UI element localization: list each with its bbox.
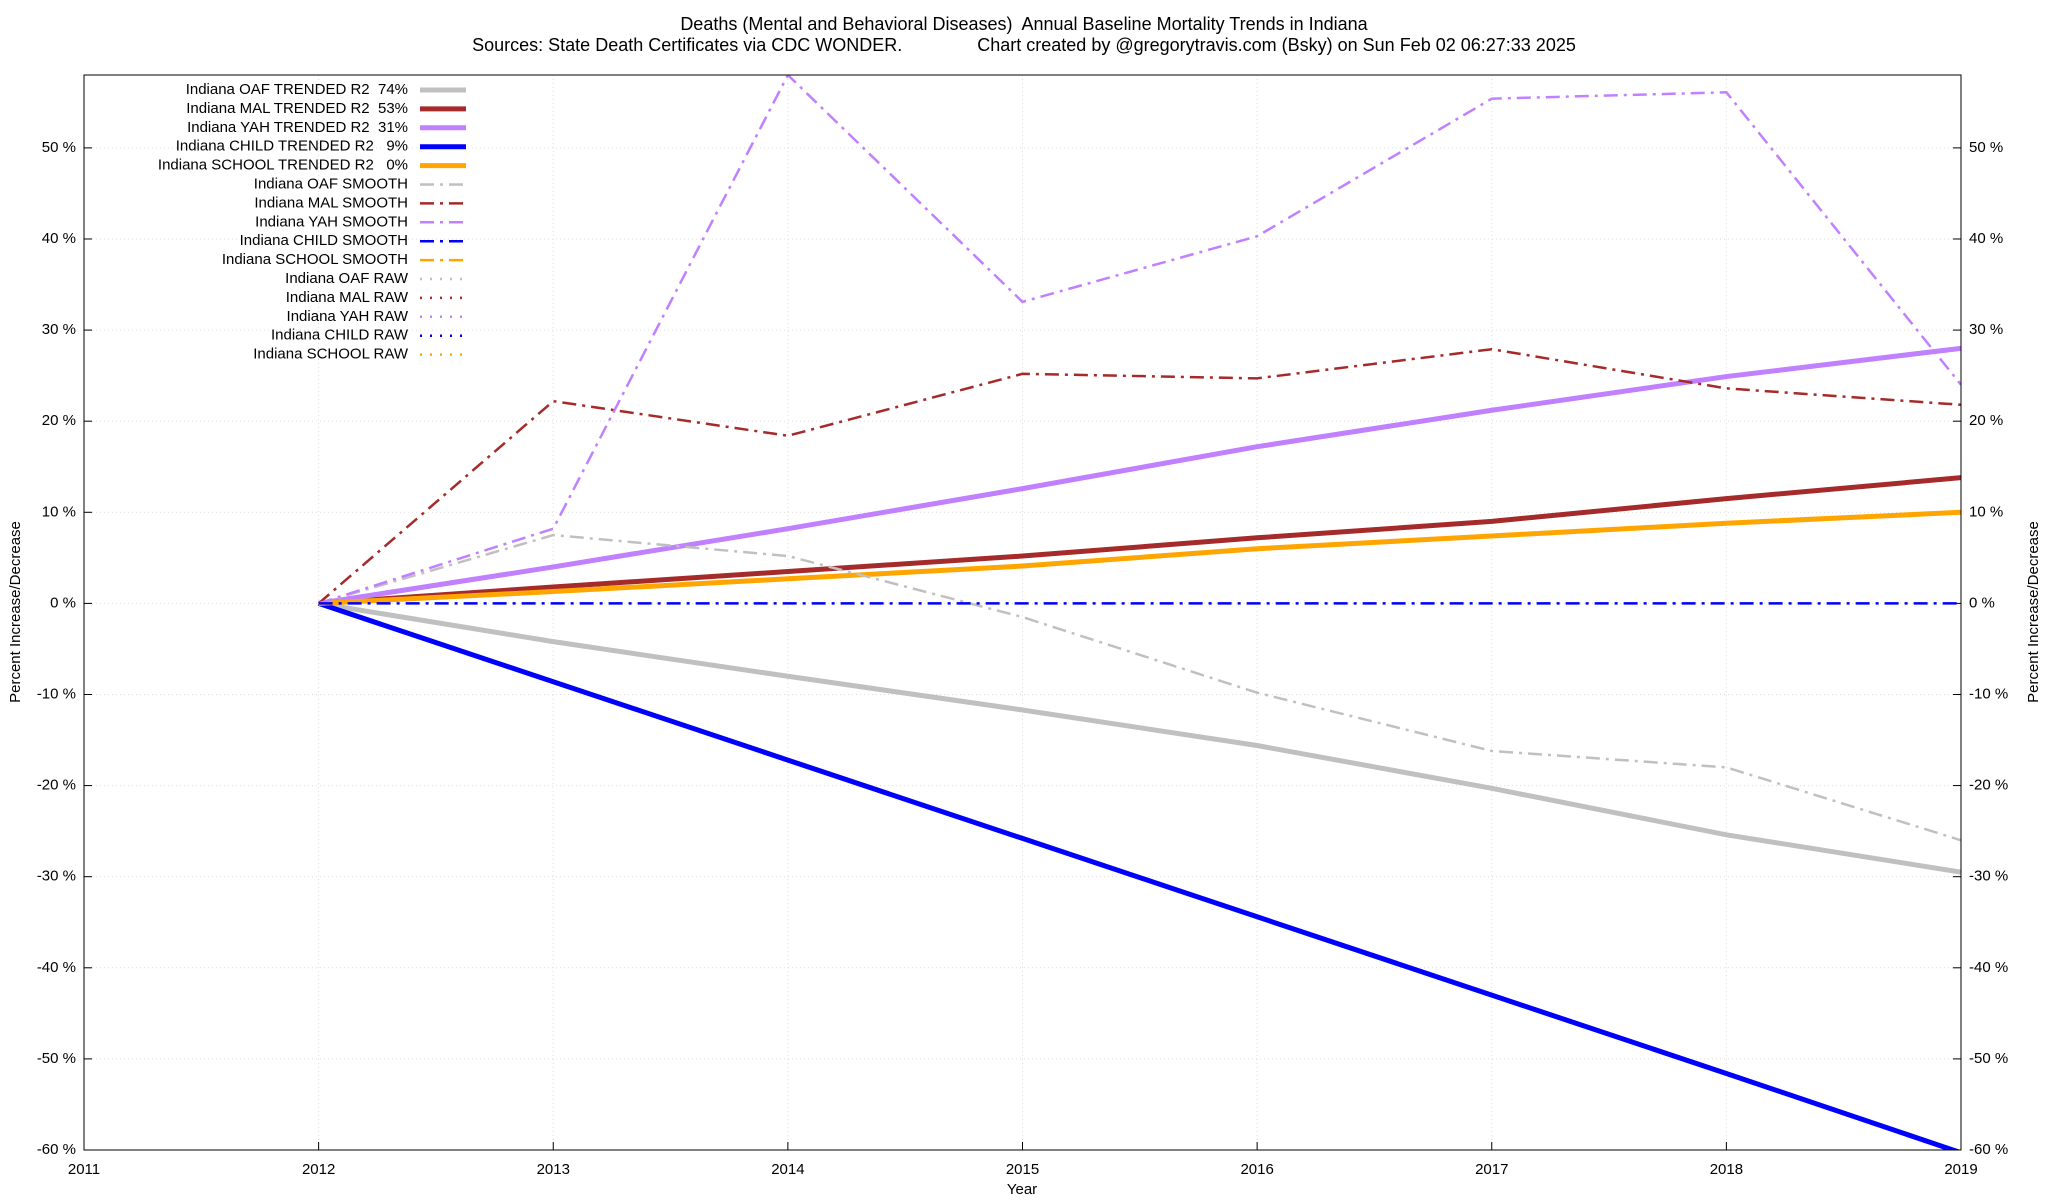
legend-label: Indiana CHILD RAW <box>271 327 409 344</box>
legend-label: Indiana SCHOOL SMOOTH <box>222 251 408 268</box>
chart-subtitle: Sources: State Death Certificates via CD… <box>472 35 1576 55</box>
series-line <box>318 75 1961 605</box>
y-tick-label: 30 % <box>42 321 76 338</box>
y-axis-label: Percent Increase/Decrease <box>7 521 24 703</box>
y2-tick-label: 30 % <box>1969 321 2003 338</box>
chart-title: Deaths (Mental and Behavioral Diseases) … <box>680 14 1368 34</box>
plot-area <box>317 75 1961 1150</box>
y-tick-label: 40 % <box>42 230 76 247</box>
y2-tick-label: -50 % <box>1969 1050 2008 1067</box>
legend-label: Indiana CHILD TRENDED R2 9% <box>176 138 408 155</box>
series-line <box>318 475 1961 606</box>
legend-label: Indiana MAL TRENDED R2 53% <box>186 100 408 117</box>
series-line <box>318 533 1961 842</box>
y-tick-label: -10 % <box>37 685 76 702</box>
y-tick-label: 10 % <box>42 503 76 520</box>
y-tick-label: -50 % <box>37 1050 76 1067</box>
series-line <box>317 601 1961 1150</box>
legend-label: Indiana YAH TRENDED R2 31% <box>187 119 408 136</box>
series-line <box>318 600 1961 875</box>
legend-label: Indiana SCHOOL TRENDED R2 0% <box>158 157 408 174</box>
legend-label: Indiana YAH SMOOTH <box>255 213 408 230</box>
legend-label: Indiana MAL RAW <box>286 289 409 306</box>
y2-axis-label: Percent Increase/Decrease <box>2025 521 2042 703</box>
y-tick-label: -60 % <box>37 1141 76 1158</box>
y-tick-label: 50 % <box>42 139 76 156</box>
y-tick-label: -30 % <box>37 868 76 885</box>
y-tick-label: -20 % <box>37 777 76 794</box>
y2-tick-label: -10 % <box>1969 685 2008 702</box>
series-line <box>317 347 1961 605</box>
x-tick-label: 2013 <box>537 1161 570 1178</box>
legend-label: Indiana CHILD SMOOTH <box>240 232 408 249</box>
series-line <box>318 509 1961 606</box>
y2-tick-label: 50 % <box>1969 139 2003 156</box>
y2-tick-label: 40 % <box>1969 230 2003 247</box>
grid: -60 % -60 % -50 % -50 % -40 % -40 % -30 % -30 %… <box>37 75 2008 1178</box>
x-tick-label: 2016 <box>1240 1161 1273 1178</box>
y2-tick-label: 20 % <box>1969 412 2003 429</box>
y2-tick-label: 0 % <box>1969 594 1995 611</box>
y-tick-label: 20 % <box>42 412 76 429</box>
x-tick-label: 2011 <box>68 1161 100 1178</box>
legend-label: Indiana SCHOOL RAW <box>253 346 409 363</box>
legend-label: Indiana MAL SMOOTH <box>254 194 408 211</box>
y2-tick-label: -60 % <box>1969 1141 2008 1158</box>
x-tick-label: 2017 <box>1475 1161 1508 1178</box>
x-axis-label: Year <box>1007 1181 1037 1198</box>
y2-tick-label: -40 % <box>1969 959 2008 976</box>
x-tick-label: 2015 <box>1006 1161 1039 1178</box>
legend-label: Indiana OAF RAW <box>285 270 409 287</box>
y2-tick-label: 10 % <box>1969 503 2003 520</box>
y2-tick-label: -30 % <box>1969 868 2008 885</box>
plot-frame <box>83 74 1962 1151</box>
x-tick-label: 2014 <box>771 1161 804 1178</box>
y-tick-label: 0 % <box>50 594 76 611</box>
legend-label: Indiana YAH RAW <box>287 308 409 325</box>
x-tick-label: 2019 <box>1944 1161 1977 1178</box>
legend-label: Indiana OAF TRENDED R2 74% <box>186 81 408 98</box>
x-tick-label: 2018 <box>1710 1161 1743 1178</box>
y-tick-label: -40 % <box>37 959 76 976</box>
x-tick-label: 2012 <box>302 1161 335 1178</box>
legend-label: Indiana OAF SMOOTH <box>254 175 408 192</box>
legend: Indiana OAF TRENDED R2 74% Indiana MAL TR… <box>158 81 466 363</box>
y2-tick-label: -20 % <box>1969 777 2008 794</box>
